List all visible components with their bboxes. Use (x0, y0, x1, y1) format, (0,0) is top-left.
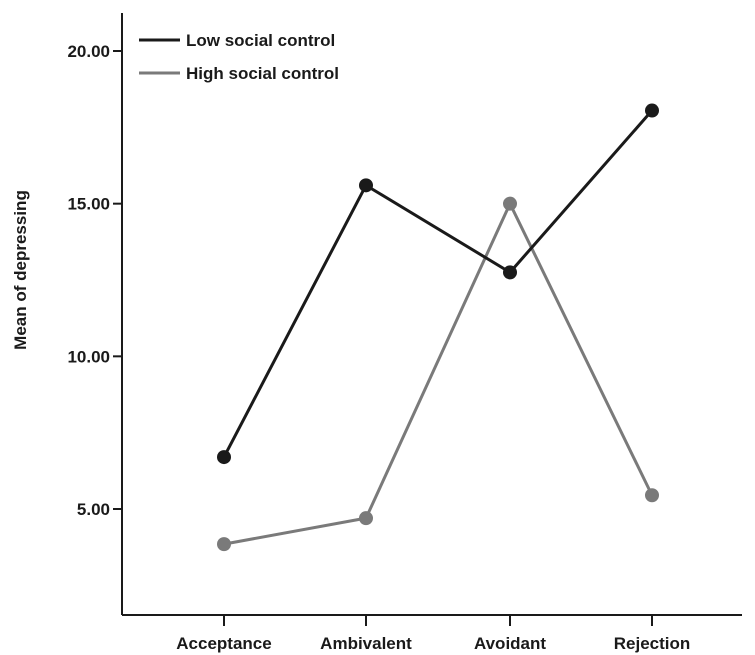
y-tick-label: 5.00 (77, 500, 110, 519)
y-tick-label: 10.00 (67, 347, 110, 366)
data-point (217, 450, 231, 465)
legend-label: High social control (186, 64, 339, 83)
series (217, 103, 659, 552)
y-axis-title: Mean of depressing (11, 190, 30, 350)
data-point (359, 178, 373, 193)
data-point (503, 265, 517, 280)
series-line (223, 202, 654, 546)
data-point (359, 511, 373, 526)
x-tick-label: Ambivalent (320, 634, 412, 653)
data-point (217, 537, 231, 552)
legend-label: Low social control (186, 31, 335, 50)
x-ticks: Acceptance Ambivalent Avoidant Rejection (176, 615, 690, 653)
x-tick-label: Avoidant (474, 634, 546, 653)
data-point (645, 103, 659, 118)
legend: Low social control High social control (139, 31, 339, 83)
y-tick-label: 15.00 (67, 195, 110, 214)
y-ticks: 5.00 10.00 15.00 20.00 (67, 42, 122, 519)
x-tick-label: Acceptance (176, 634, 271, 653)
series-low-social-control (217, 103, 659, 465)
series-line (222, 109, 654, 458)
y-tick-label: 20.00 (67, 42, 110, 61)
x-tick-label: Rejection (614, 634, 691, 653)
axes: Mean of depressing (11, 13, 742, 616)
data-point (645, 488, 659, 503)
data-point (503, 196, 517, 211)
series-high-social-control (217, 196, 659, 552)
